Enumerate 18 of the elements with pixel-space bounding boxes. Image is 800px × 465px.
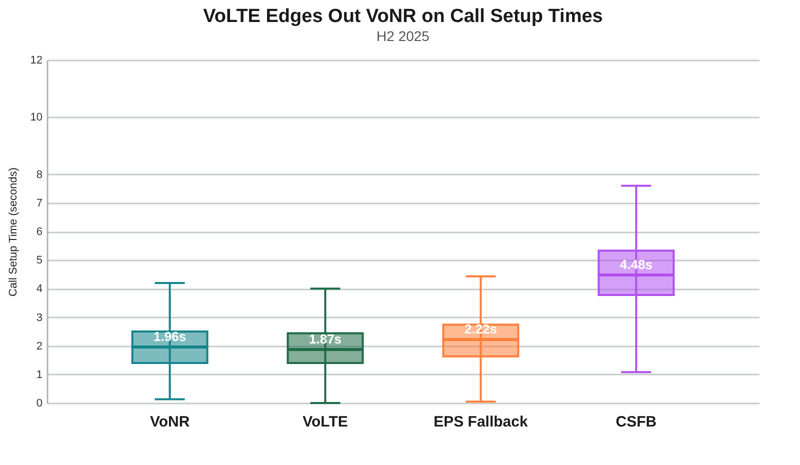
x-tick-label: VoNR [150, 414, 190, 430]
y-tick-label: 4 [36, 283, 42, 296]
x-tick-label: CSFB [616, 414, 657, 430]
y-axis-title: Call Setup Time (seconds) [7, 168, 20, 296]
y-tick-label: 10 [30, 112, 42, 124]
y-tick-label: 2 [36, 340, 42, 352]
y-tick-label: 7 [36, 197, 42, 210]
y-tick-label: 1 [36, 368, 42, 381]
x-tick-label: EPS Fallback [434, 414, 528, 430]
y-tick-label: 12 [30, 54, 42, 66]
y-tick-label: 8 [36, 168, 42, 181]
x-tick-label: VoLTE [302, 414, 348, 430]
y-tick-label: 6 [36, 226, 42, 238]
y-tick-label: 0 [36, 398, 42, 410]
chart-title: VoLTE Edges Out VoNR on Call Setup Times [203, 6, 603, 27]
y-tick-label: 5 [36, 254, 42, 267]
y-tick-label: 3 [36, 312, 42, 324]
chart-subtitle: H2 2025 [376, 28, 430, 44]
